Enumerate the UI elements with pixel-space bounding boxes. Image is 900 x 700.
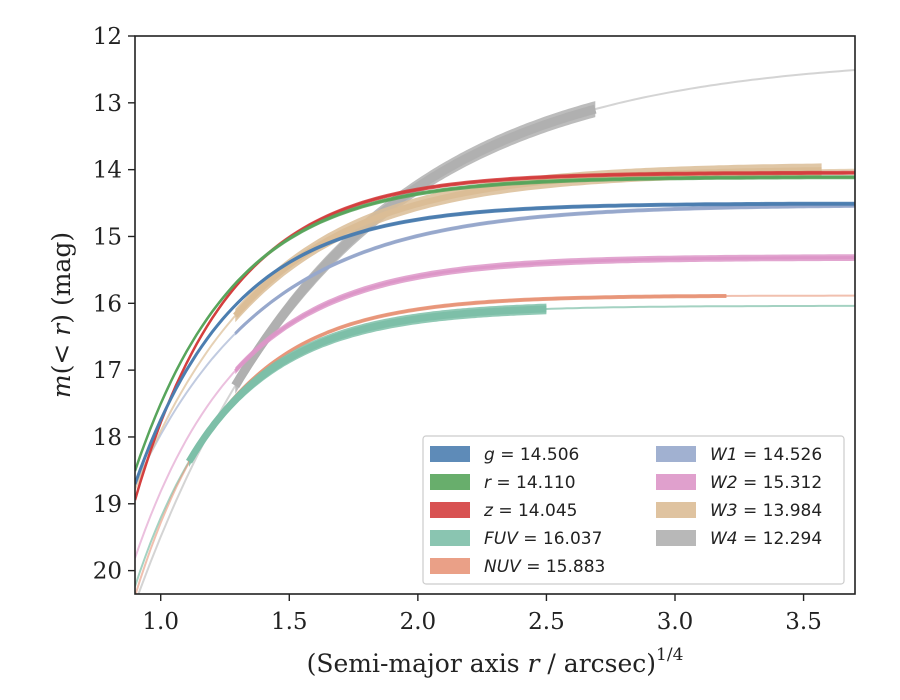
legend-label: W2 = 15.312: [710, 473, 822, 493]
legend-label: NUV = 15.883: [484, 557, 605, 577]
x-tick-label: 2.5: [528, 609, 565, 635]
y-axis-label-var: r: [47, 322, 76, 336]
legend-var: W3: [710, 501, 738, 521]
legend-var: W2: [710, 473, 738, 493]
y-tick-label: 16: [93, 291, 122, 317]
legend-swatch: [430, 446, 470, 462]
legend-swatch: [656, 474, 696, 490]
y-tick-label: 14: [93, 158, 122, 184]
legend-swatch: [656, 530, 696, 546]
series-layer: [135, 69, 855, 594]
legend-item-w4: W4 = 12.294: [656, 529, 822, 549]
plot-frame: [134, 35, 856, 595]
x-tick-label: 2.0: [400, 609, 437, 635]
y-axis-label-rest: ) (mag): [47, 232, 76, 324]
legend-item-w2: W2 = 15.312: [656, 473, 822, 493]
x-axis-label: (Semi-major axis r / arcsec)1/4: [307, 645, 684, 678]
data-curve-w3: [233, 167, 822, 318]
legend-value: = 12.294: [738, 529, 823, 549]
x-axis-ticks: 1.0 1.5 2.0 2.5 3.0 3.5: [142, 594, 822, 635]
data-curve-g: [135, 202, 855, 485]
legend-label: g = 14.506: [484, 445, 579, 465]
data-curve-w1: [234, 204, 855, 335]
x-tick-label: 3.5: [785, 609, 822, 635]
legend-swatch: [430, 474, 470, 490]
data-curve-w2: [234, 256, 855, 372]
legend-label: W4 = 12.294: [710, 529, 822, 549]
data-curve-w4: [231, 104, 597, 389]
legend-value: = 15.883: [521, 557, 606, 577]
legend-swatch: [430, 530, 470, 546]
legend-item-z: z = 14.045: [430, 501, 577, 521]
legend-label: W1 = 14.526: [710, 445, 822, 465]
legend-frame: [422, 435, 845, 585]
legend-value: = 14.110: [491, 473, 576, 493]
x-axis-label-sup: 1/4: [656, 645, 683, 665]
x-tick-label: 1.0: [142, 609, 179, 635]
legend-var: FUV: [484, 529, 519, 549]
y-axis-ticks: 12 13 14 15 16 17 18 19 20: [93, 24, 135, 585]
y-tick-label: 15: [93, 224, 122, 250]
x-axis-label-main: (Semi-major axis: [307, 649, 528, 678]
legend-item-r: r = 14.110: [430, 473, 576, 493]
legend-label: FUV = 16.037: [484, 529, 602, 549]
x-tick-label: 3.0: [657, 609, 694, 635]
legend-var: z: [483, 501, 494, 521]
legend-value: = 14.506: [495, 445, 580, 465]
legend-item-g: g = 14.506: [430, 445, 579, 465]
legend-var: g: [484, 445, 495, 465]
y-tick-label: 17: [93, 358, 122, 384]
legend-item-fuv: FUV = 16.037: [430, 529, 602, 549]
y-axis-label-main: m: [47, 374, 76, 398]
legend-value: = 14.526: [738, 445, 823, 465]
x-axis-label-var: r: [528, 649, 542, 678]
y-tick-label: 12: [93, 24, 122, 50]
legend-swatch: [430, 558, 470, 574]
legend-value: = 15.312: [738, 473, 823, 493]
legend-value: = 16.037: [518, 529, 603, 549]
x-tick-label: 1.5: [271, 609, 308, 635]
y-tick-label: 19: [93, 492, 122, 518]
legend-item-w3: W3 = 13.984: [656, 501, 822, 521]
y-axis-label: m(< r) (mag): [47, 232, 76, 398]
legend-var: r: [484, 473, 492, 493]
y-tick-label: 18: [93, 425, 122, 451]
legend-value: = 14.045: [493, 501, 578, 521]
legend-label: W3 = 13.984: [710, 501, 822, 521]
x-axis-label-rest: / arcsec): [539, 649, 656, 678]
legend-value: = 13.984: [738, 501, 823, 521]
data-curve-r: [135, 175, 855, 472]
y-tick-label: 13: [93, 91, 122, 117]
legend-var: W1: [710, 445, 738, 465]
legend-swatch: [430, 502, 470, 518]
legend-item-nuv: NUV = 15.883: [430, 557, 605, 577]
y-axis-label-paren: (<: [47, 336, 76, 375]
y-tick-label: 20: [93, 559, 122, 585]
data-curve-nuv: [187, 294, 727, 464]
legend-var: NUV: [484, 557, 522, 577]
legend-var: W4: [710, 529, 738, 549]
legend-label: r = 14.110: [484, 473, 576, 493]
legend-item-w1: W1 = 14.526: [656, 445, 822, 465]
legend-label: z = 14.045: [483, 501, 577, 521]
legend-swatch: [656, 446, 696, 462]
data-curve-fuv: [186, 305, 547, 464]
data-band-w2: [235, 254, 855, 375]
legend-swatch: [656, 502, 696, 518]
